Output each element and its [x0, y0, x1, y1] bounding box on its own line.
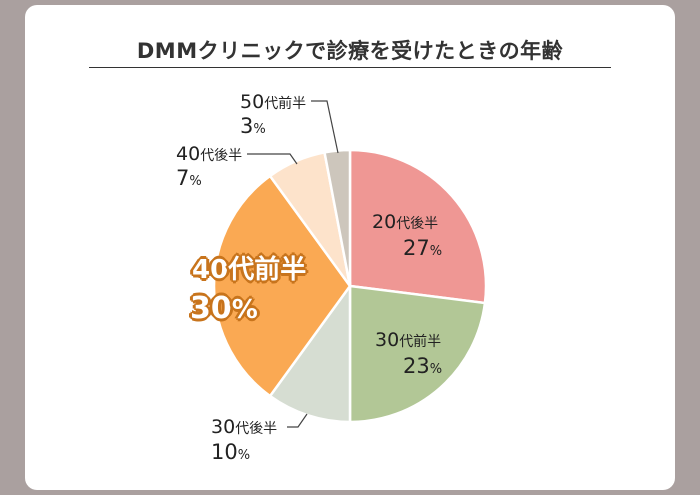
- pie-slice: [348, 284, 487, 424]
- value-20-late: 27%: [403, 236, 443, 260]
- label-30-early: 30代前半: [375, 329, 442, 351]
- label-40-late: 40代後半: [176, 143, 243, 165]
- pie-slices: [212, 148, 488, 424]
- pie-slice: [212, 174, 352, 398]
- value-50-early: 3%: [240, 114, 266, 138]
- leader-line-50-early: [311, 100, 339, 154]
- value-30-early: 23%: [403, 354, 443, 378]
- value-40-early-highlight: 30%: [190, 291, 258, 326]
- label-50-early: 50代前半: [240, 91, 307, 113]
- chart-title: DMMクリニックで診療を受けたときの年齢: [136, 39, 564, 63]
- value-40-late: 7%: [176, 166, 202, 190]
- label-30-late: 30代後半: [211, 416, 278, 438]
- leader-line-40-late: [247, 153, 298, 165]
- value-30-late: 10%: [211, 440, 251, 464]
- leader-line-30-late: [287, 413, 308, 428]
- leader-lines: [247, 100, 339, 428]
- pie-slice: [348, 148, 488, 305]
- label-40-early-highlight: 40代前半: [192, 255, 307, 285]
- pie-slice: [268, 282, 352, 424]
- label-20-late: 20代後半: [372, 211, 439, 233]
- title-underline: [89, 67, 611, 68]
